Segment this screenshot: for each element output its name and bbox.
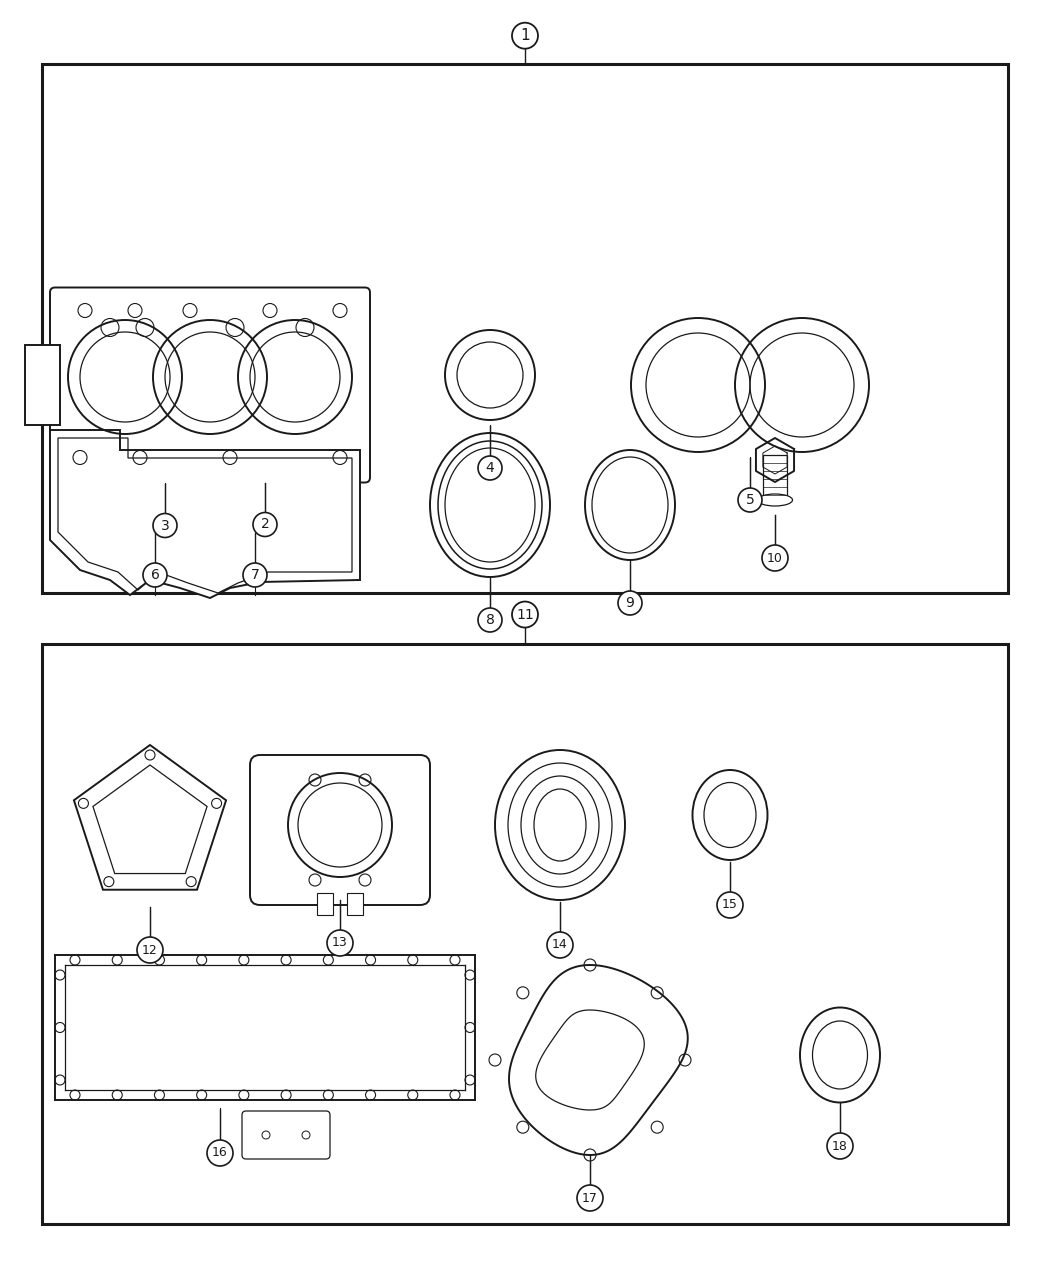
- Bar: [42, 644, 1008, 1224]
- Text: 1: 1: [520, 28, 530, 43]
- Circle shape: [512, 23, 538, 48]
- Circle shape: [288, 773, 392, 877]
- Circle shape: [762, 544, 788, 571]
- Circle shape: [143, 564, 167, 586]
- Bar: [317, 892, 333, 915]
- Circle shape: [253, 513, 277, 537]
- Text: 11: 11: [517, 608, 533, 621]
- Circle shape: [243, 564, 267, 586]
- Text: 12: 12: [142, 944, 157, 956]
- Text: 5: 5: [746, 493, 754, 507]
- Text: 3: 3: [161, 519, 169, 533]
- Text: 4: 4: [485, 462, 495, 476]
- Text: 9: 9: [626, 595, 634, 609]
- FancyBboxPatch shape: [242, 1111, 330, 1159]
- Text: 7: 7: [251, 567, 259, 581]
- Text: 6: 6: [150, 567, 160, 581]
- Text: 14: 14: [552, 938, 568, 951]
- Circle shape: [717, 892, 743, 918]
- Text: 17: 17: [582, 1192, 597, 1205]
- Text: 8: 8: [485, 613, 495, 627]
- Circle shape: [618, 592, 642, 615]
- Polygon shape: [756, 439, 794, 482]
- Circle shape: [478, 456, 502, 479]
- Circle shape: [578, 1184, 603, 1211]
- Circle shape: [738, 488, 762, 513]
- Circle shape: [327, 929, 353, 956]
- Circle shape: [827, 1133, 853, 1159]
- Text: 16: 16: [212, 1146, 228, 1159]
- Text: 2: 2: [260, 518, 270, 532]
- Polygon shape: [536, 1010, 645, 1111]
- Bar: [763, 455, 788, 500]
- Circle shape: [547, 932, 573, 958]
- Text: 13: 13: [332, 937, 348, 950]
- Bar: [346, 892, 363, 915]
- Circle shape: [153, 514, 177, 538]
- Circle shape: [478, 608, 502, 632]
- Circle shape: [136, 937, 163, 963]
- Bar: [25, 346, 60, 425]
- Bar: [42, 64, 1008, 593]
- Polygon shape: [50, 430, 360, 598]
- Circle shape: [512, 602, 538, 627]
- Circle shape: [207, 1140, 233, 1167]
- Text: 10: 10: [768, 552, 783, 565]
- Text: 15: 15: [722, 899, 738, 912]
- Polygon shape: [509, 965, 688, 1155]
- FancyBboxPatch shape: [50, 287, 370, 482]
- Ellipse shape: [757, 493, 793, 506]
- Text: 18: 18: [832, 1140, 848, 1153]
- Polygon shape: [74, 745, 226, 890]
- FancyBboxPatch shape: [250, 755, 430, 905]
